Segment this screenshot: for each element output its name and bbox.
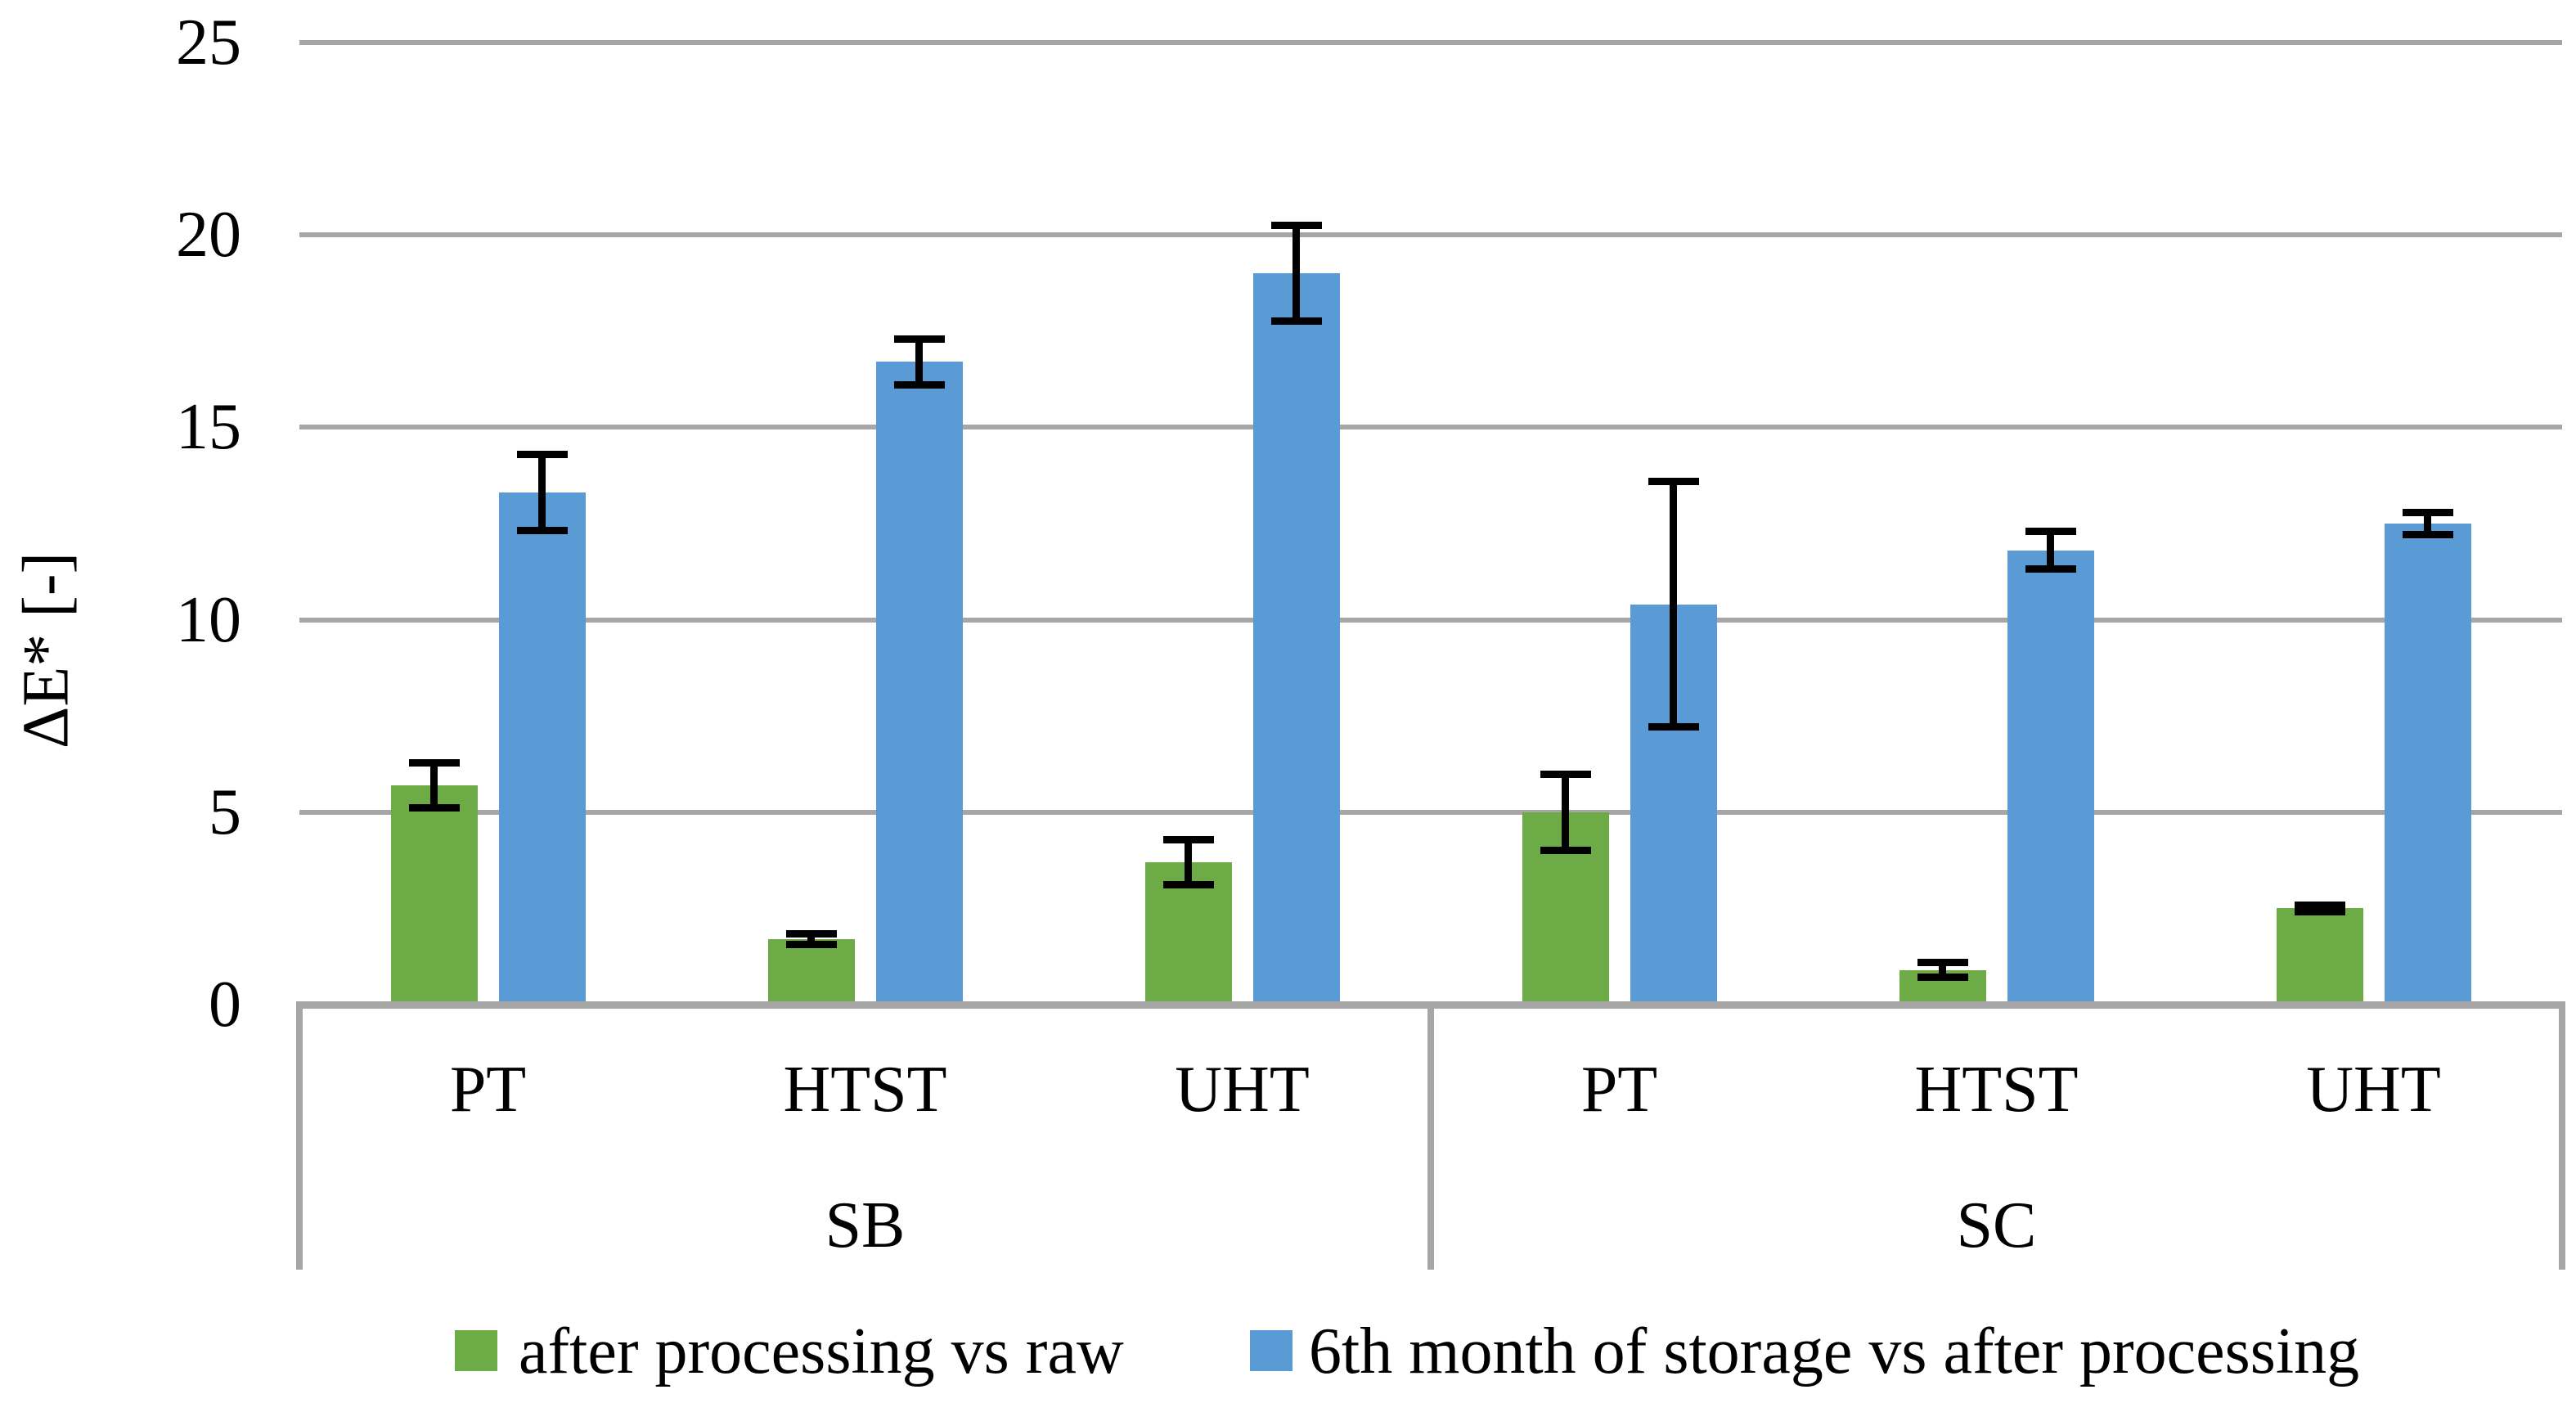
error-bar-cap-top [516, 451, 568, 459]
bar-series-0 [390, 785, 478, 1005]
error-bar-cap-top [1540, 770, 1591, 778]
error-bar-cap-bottom [2025, 565, 2076, 573]
error-bar-cap-bottom [1162, 881, 1214, 889]
bar-series-0 [2276, 908, 2363, 1005]
error-bar-cap-top [408, 758, 460, 767]
error-bar-cap-top [785, 929, 837, 938]
error-bar-line [1670, 481, 1677, 728]
error-bar-cap-bottom [516, 527, 568, 535]
gridline [299, 617, 2562, 623]
gridline [299, 232, 2562, 238]
legend-swatch-series-0 [455, 1330, 497, 1371]
bar-series-1 [875, 362, 963, 1005]
gridline [299, 40, 2562, 45]
category-separator [2559, 1001, 2565, 1270]
error-bar-line [915, 339, 923, 385]
category-label: HTST [1914, 1054, 2079, 1126]
error-bar-line [2047, 531, 2054, 570]
category-separator [1427, 1001, 1434, 1270]
legend-label-series-1: 6th month of storage vs after processing [1309, 1315, 2360, 1387]
error-bar-cap-top [893, 335, 945, 344]
error-bar-cap-top [2402, 508, 2453, 516]
bar-series-1 [2384, 524, 2471, 1005]
error-bar-cap-top [1162, 835, 1214, 843]
category-label: UHT [2306, 1054, 2441, 1126]
category-label: UHT [1175, 1054, 1310, 1126]
error-bar-line [1562, 773, 1569, 851]
error-bar-cap-top [1648, 478, 1699, 486]
error-bar-cap-bottom [408, 804, 460, 812]
error-bar-line [1185, 839, 1192, 886]
gridline [299, 809, 2562, 815]
bar-series-1 [498, 492, 586, 1005]
category-label: PT [1580, 1054, 1658, 1126]
error-bar-cap-top [2025, 528, 2076, 536]
error-bar-cap-bottom [785, 941, 837, 949]
bar-series-0 [767, 939, 855, 1005]
error-bar-cap-top [2294, 901, 2345, 909]
error-bar-cap-top [1917, 959, 1968, 967]
group-label: SB [825, 1189, 906, 1261]
error-bar-cap-top [1270, 222, 1322, 230]
error-bar-line [807, 933, 815, 946]
error-bar-line [2424, 511, 2431, 536]
error-bar-cap-bottom [2294, 908, 2345, 916]
bar-series-1 [2007, 550, 2094, 1005]
y-tick-label: 20 [176, 199, 241, 272]
error-bar-line [538, 454, 546, 532]
error-bar-cap-bottom [893, 380, 945, 389]
y-tick-label: 25 [176, 7, 241, 79]
group-label: SC [1956, 1189, 2037, 1261]
legend-label-series-0: after processing vs raw [519, 1315, 1124, 1387]
bar-series-1 [1252, 273, 1340, 1005]
y-tick-label: 5 [209, 776, 241, 848]
y-tick-label: 15 [176, 391, 241, 464]
error-bar-cap-bottom [1270, 317, 1322, 326]
error-bar-line [430, 762, 438, 809]
category-separator [296, 1001, 303, 1270]
category-label: PT [449, 1054, 527, 1126]
category-label: HTST [783, 1054, 947, 1126]
gridline [299, 425, 2562, 430]
error-bar-cap-bottom [2402, 531, 2453, 539]
error-bar-cap-bottom [1540, 846, 1591, 854]
y-tick-label: 10 [176, 583, 241, 656]
legend-swatch-series-1 [1250, 1330, 1292, 1371]
y-tick-label: 0 [209, 969, 241, 1041]
error-bar-line [1939, 962, 1946, 978]
error-bar-cap-bottom [1917, 974, 1968, 982]
error-bar-line [1292, 225, 1300, 322]
error-bar-cap-bottom [1648, 723, 1699, 731]
